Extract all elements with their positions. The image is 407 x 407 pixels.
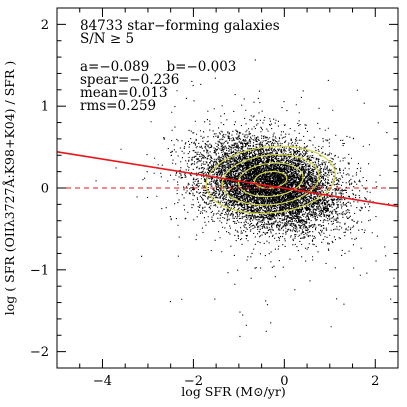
data-points — [95, 59, 398, 337]
fit-line — [56, 151, 399, 208]
contour-level-1 — [253, 170, 288, 189]
annotation-fit-params: a=−0.089 b=−0.003 — [80, 59, 237, 75]
contour-level-3 — [221, 154, 320, 206]
y-tick-label: −1 — [30, 263, 49, 278]
x-tick-label: 0 — [280, 374, 288, 389]
contour-level-2 — [237, 162, 304, 198]
contour-level-4 — [205, 145, 336, 214]
annotation-mean: mean=0.013 — [80, 85, 168, 101]
contour-group — [205, 145, 336, 214]
x-tick-label: −2 — [184, 374, 203, 389]
annotation-title: 84733 star−forming galaxies — [80, 18, 280, 34]
x-axis-label: log SFR (M⊙/yr) — [181, 384, 286, 399]
x-tick-label: −4 — [93, 374, 112, 389]
axis-ticks — [56, 7, 399, 369]
annotation-sn: S/N ≥ 5 — [80, 31, 135, 47]
y-axis-label: log ( SFR (OIIλ3727Å:K98+K04) / SFR ) — [2, 61, 17, 315]
x-tick-label: 2 — [371, 374, 379, 389]
y-tick-label: −2 — [30, 345, 49, 360]
y-tick-label: 0 — [41, 182, 49, 197]
y-tick-label: 2 — [41, 18, 49, 33]
annotation-rms: rms=0.259 — [80, 98, 157, 114]
annotation-spearman: spear=−0.236 — [80, 72, 180, 88]
point-cloud — [95, 59, 398, 337]
axis-tick-labels: −4 −2 0 2 −2 −1 0 1 2 — [30, 18, 380, 389]
y-tick-label: 1 — [41, 100, 49, 115]
